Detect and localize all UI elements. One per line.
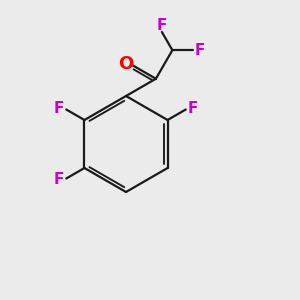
Text: F: F	[54, 172, 64, 187]
Text: F: F	[195, 43, 205, 58]
Text: O: O	[118, 55, 134, 73]
Text: F: F	[188, 101, 198, 116]
Text: F: F	[54, 101, 64, 116]
Text: F: F	[157, 18, 167, 33]
